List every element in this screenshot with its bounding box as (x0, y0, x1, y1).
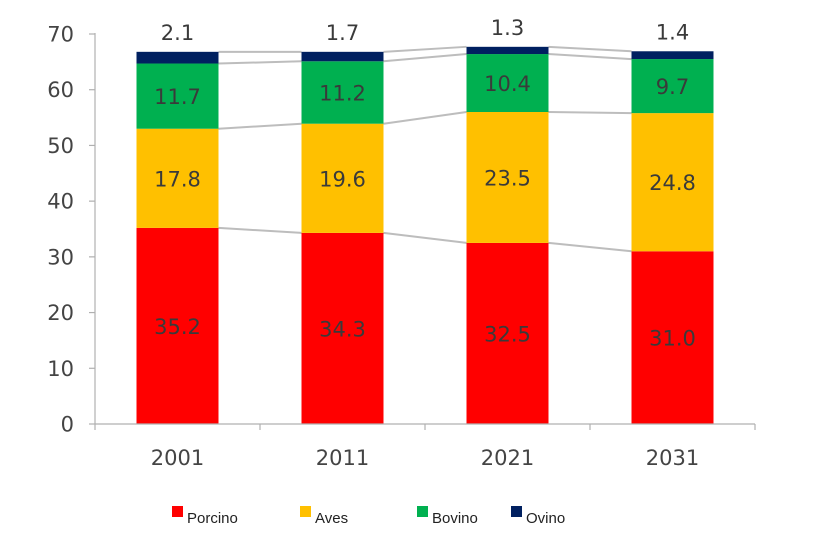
data-label-porcino-2001: 35.2 (154, 315, 201, 339)
legend-swatch-bovino (417, 506, 428, 517)
bar-segment-porcino-2031 (631, 251, 714, 424)
series-line-porcino-0 (218, 226, 302, 234)
data-label-ovino-2031: 1.4 (656, 20, 689, 44)
legend: Porcino Aves Bovino Ovino (172, 506, 565, 527)
legend-label-ovino: Ovino (526, 510, 565, 527)
legend-swatch-porcino (172, 506, 183, 517)
data-label-bovino-2011: 11.2 (319, 82, 366, 106)
series-line-total-2 (548, 45, 632, 53)
series-line-bovino-0 (218, 60, 302, 65)
data-label-ovino-2001: 2.1 (161, 21, 194, 45)
series-line-aves-0 (218, 122, 302, 130)
bar-segment-aves-2011 (301, 123, 384, 233)
y-tick-label-20: 20 (47, 301, 74, 325)
bar-stacks (136, 46, 714, 424)
series-line-aves-2 (548, 111, 632, 115)
bar-segment-ovino-2031 (631, 51, 714, 60)
data-label-aves-2011: 19.6 (319, 167, 366, 191)
data-label-porcino-2021: 32.5 (484, 322, 531, 346)
series-line-bovino-1 (383, 53, 467, 63)
data-label-bovino-2021: 10.4 (484, 72, 531, 96)
y-tick-label-70: 70 (47, 23, 74, 47)
series-line-aves-1 (383, 111, 467, 125)
data-label-bovino-2001: 11.7 (154, 85, 201, 109)
legend-swatch-aves (300, 506, 311, 517)
bar-segment-bovino-2001 (136, 63, 219, 129)
series-connector-lines (218, 45, 632, 253)
bar-segment-ovino-2021 (466, 46, 549, 55)
data-label-bovino-2031: 9.7 (656, 75, 689, 99)
y-tick-label-10: 10 (47, 357, 74, 381)
data-label-porcino-2011: 34.3 (319, 317, 366, 341)
data-label-aves-2031: 24.8 (649, 171, 696, 195)
y-tick-label-60: 60 (47, 78, 74, 102)
x-tick-label-2021: 2021 (481, 446, 534, 470)
y-tick-label-50: 50 (47, 134, 74, 158)
bar-segment-ovino-2001 (136, 51, 219, 64)
series-line-porcino-2 (548, 241, 632, 253)
data-label-aves-2001: 17.8 (154, 167, 201, 191)
data-label-ovino-2021: 1.3 (491, 16, 524, 40)
legend-label-aves: Aves (315, 510, 348, 527)
y-tick-label-40: 40 (47, 190, 74, 214)
data-label-ovino-2011: 1.7 (326, 21, 359, 45)
bar-segment-porcino-2001 (136, 227, 219, 424)
legend-label-bovino: Bovino (432, 510, 478, 527)
bar-segment-aves-2031 (631, 113, 714, 252)
legend-label-porcino: Porcino (187, 510, 238, 527)
series-line-total-1 (383, 45, 467, 53)
bar-segment-aves-2021 (466, 112, 549, 243)
bar-segment-bovino-2031 (631, 59, 714, 114)
series-line-porcino-1 (383, 231, 467, 244)
x-tick-label-2001: 2001 (151, 446, 204, 470)
data-label-aves-2021: 23.5 (484, 166, 531, 190)
bar-segment-bovino-2011 (301, 61, 384, 124)
data-labels: 35.2 34.3 32.5 31.0 17.8 19.6 23.5 24.8 11.7 11.2… (154, 16, 696, 351)
x-tick-label-2031: 2031 (646, 446, 699, 470)
bar-segment-bovino-2021 (466, 54, 549, 112)
x-axis-ticks: 2001 2011 2021 2031 (94, 424, 756, 470)
y-tick-label-30: 30 (47, 245, 74, 269)
legend-swatch-ovino (511, 506, 522, 517)
bar-segment-aves-2001 (136, 128, 219, 228)
series-line-bovino-2 (548, 53, 632, 61)
bar-segment-porcino-2021 (466, 242, 549, 424)
y-tick-label-0: 0 (61, 413, 74, 437)
y-axis-ticks: 0 10 20 30 40 50 60 70 (47, 23, 95, 437)
bar-segment-porcino-2011 (301, 232, 384, 424)
x-tick-label-2011: 2011 (316, 446, 369, 470)
bar-segment-ovino-2011 (301, 51, 384, 62)
data-label-porcino-2031: 31.0 (649, 327, 696, 351)
